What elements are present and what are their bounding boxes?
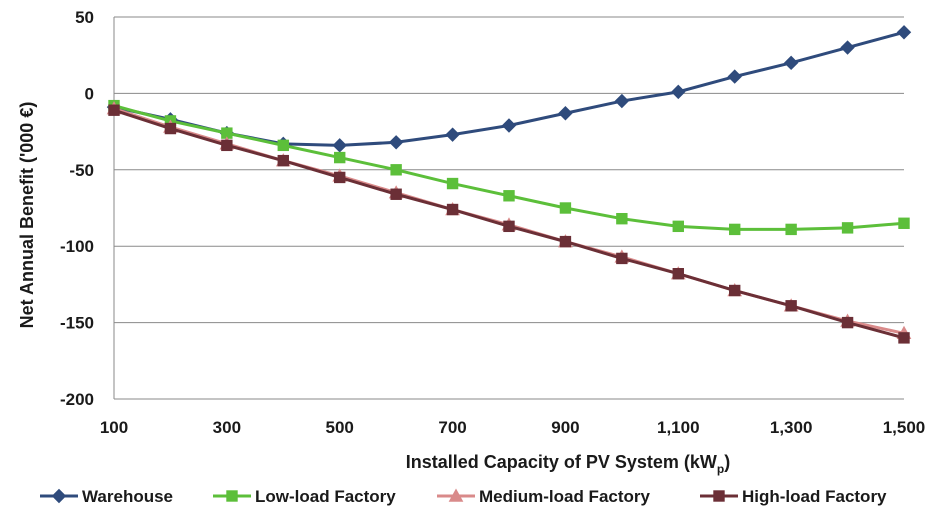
data-point <box>446 177 459 190</box>
data-point <box>616 252 628 265</box>
x-tick-label: 1,100 <box>657 418 700 437</box>
data-point <box>729 223 741 236</box>
x-tick-label: 500 <box>326 418 354 437</box>
series-group <box>106 25 912 344</box>
data-point <box>729 284 741 297</box>
data-point <box>221 139 233 152</box>
data-point <box>671 84 686 100</box>
series-high-load-factory <box>108 104 910 344</box>
series-low-load-factory <box>108 99 910 236</box>
legend-item: Warehouse <box>40 487 173 506</box>
data-point <box>503 190 515 202</box>
data-point <box>841 222 854 234</box>
data-point <box>390 188 402 200</box>
data-point <box>558 106 573 121</box>
data-point <box>840 40 855 55</box>
y-tick-label: -200 <box>60 390 94 409</box>
data-point <box>446 203 459 216</box>
data-point <box>388 135 404 150</box>
data-point <box>277 154 289 167</box>
x-tick-label: 1,500 <box>883 418 926 437</box>
data-point <box>559 202 572 214</box>
data-point <box>841 316 854 329</box>
legend-label: Medium-load Factory <box>479 487 651 506</box>
x-tick-label: 1,300 <box>770 418 813 437</box>
y-axis-title: Net Annual Benefit ('000 €) <box>17 102 37 329</box>
data-point <box>616 212 628 225</box>
data-point <box>727 69 742 84</box>
legend-marker <box>448 488 464 502</box>
data-point <box>896 25 912 40</box>
x-tick-label: 900 <box>551 418 579 437</box>
data-point <box>672 268 684 280</box>
x-tick-label: 300 <box>213 418 241 437</box>
y-tick-label: -100 <box>60 237 94 256</box>
data-point <box>672 220 684 233</box>
legend-item: Low-load Factory <box>213 487 396 506</box>
data-point <box>785 300 797 312</box>
y-tick-label: 0 <box>85 84 94 103</box>
x-axis-title: Installed Capacity of PV System (kWp) <box>406 452 730 476</box>
y-tick-label: -150 <box>60 314 94 333</box>
data-point <box>614 93 630 109</box>
gridlines <box>113 16 904 400</box>
legend-label: Low-load Factory <box>255 487 396 506</box>
data-point <box>898 217 910 229</box>
legend-marker <box>51 488 67 504</box>
y-tick-label: 50 <box>75 8 94 27</box>
legend-marker <box>226 490 238 502</box>
legend-item: Medium-load Factory <box>437 487 651 506</box>
data-point <box>332 138 347 153</box>
x-tick-labels: 100 300 500 700 900 1,100 1,300 1,500 <box>100 418 925 437</box>
data-point <box>445 127 460 142</box>
legend: Warehouse Low-load Factory Medium-load Fac… <box>40 487 887 506</box>
data-point <box>334 171 346 184</box>
data-point <box>559 235 572 248</box>
data-point <box>898 332 910 344</box>
legend-label: High-load Factory <box>742 487 887 506</box>
legend-item: High-load Factory <box>700 487 887 506</box>
y-tick-labels: 50 0 -50 -100 -150 -200 <box>60 8 94 409</box>
data-point <box>277 139 289 152</box>
legend-label: Warehouse <box>82 487 173 506</box>
data-point <box>390 164 402 176</box>
x-tick-label: 100 <box>100 418 128 437</box>
legend-marker <box>713 490 725 502</box>
x-tick-label: 700 <box>438 418 466 437</box>
data-point <box>785 223 797 236</box>
data-point <box>108 104 120 116</box>
data-point <box>164 122 177 135</box>
data-point <box>501 118 517 133</box>
y-tick-label: -50 <box>69 161 94 180</box>
data-point <box>334 151 346 164</box>
data-point <box>783 55 799 71</box>
data-point <box>503 220 515 233</box>
